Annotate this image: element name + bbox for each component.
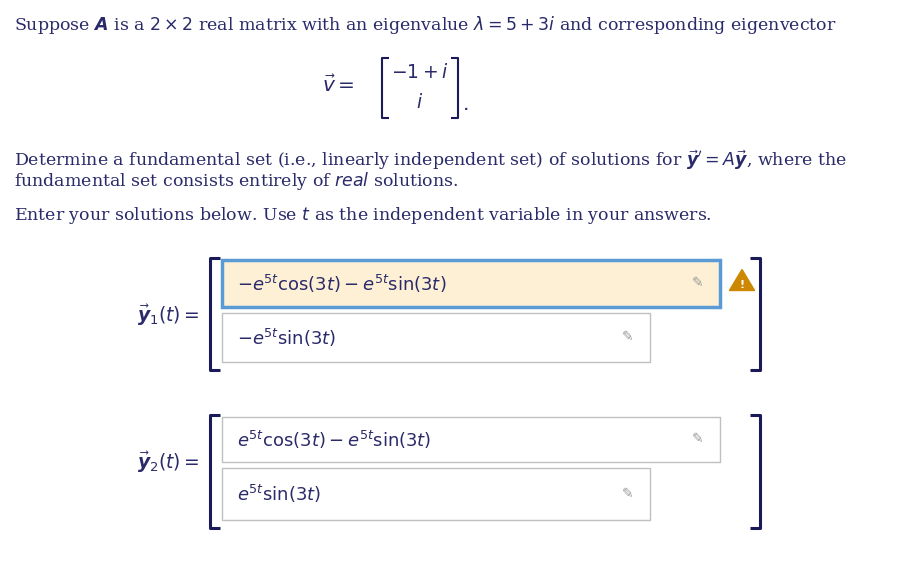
Text: ✎: ✎ (692, 432, 704, 447)
Text: $\vec{v} = $: $\vec{v} = $ (322, 74, 355, 96)
Text: ✎: ✎ (692, 277, 704, 290)
Text: Determine a fundamental set (i.e., linearly independent set) of solutions for $\: Determine a fundamental set (i.e., linea… (14, 148, 847, 172)
FancyBboxPatch shape (222, 260, 720, 307)
Text: Enter your solutions below. Use $t$ as the independent variable in your answers.: Enter your solutions below. Use $t$ as t… (14, 205, 711, 226)
Text: $e^{5t}\sin(3t)$: $e^{5t}\sin(3t)$ (237, 483, 321, 505)
Text: $-1+i$: $-1+i$ (391, 63, 449, 82)
FancyBboxPatch shape (222, 313, 650, 362)
Text: $.$: $.$ (462, 95, 468, 114)
FancyBboxPatch shape (222, 468, 650, 520)
Text: $i$: $i$ (416, 92, 424, 111)
Text: $-e^{5t}\cos(3t) - e^{5t}\sin(3t)$: $-e^{5t}\cos(3t) - e^{5t}\sin(3t)$ (237, 273, 446, 294)
Text: ✎: ✎ (622, 487, 634, 501)
Text: $e^{5t}\cos(3t) - e^{5t}\sin(3t)$: $e^{5t}\cos(3t) - e^{5t}\sin(3t)$ (237, 428, 432, 451)
Polygon shape (730, 270, 754, 290)
FancyBboxPatch shape (222, 417, 720, 462)
Text: $\vec{\boldsymbol{y}}_2(t) = $: $\vec{\boldsymbol{y}}_2(t) = $ (138, 449, 200, 475)
Text: $\vec{\boldsymbol{y}}_1(t) = $: $\vec{\boldsymbol{y}}_1(t) = $ (138, 302, 200, 328)
Text: ✎: ✎ (622, 331, 634, 344)
Text: fundamental set consists entirely of $\mathit{real}$ solutions.: fundamental set consists entirely of $\m… (14, 170, 458, 192)
Text: $-e^{5t}\sin(3t)$: $-e^{5t}\sin(3t)$ (237, 327, 336, 348)
Text: !: ! (740, 280, 744, 289)
Text: Suppose $\boldsymbol{A}$ is a $2 \times 2$ real matrix with an eigenvalue $\lamb: Suppose $\boldsymbol{A}$ is a $2 \times … (14, 14, 836, 36)
